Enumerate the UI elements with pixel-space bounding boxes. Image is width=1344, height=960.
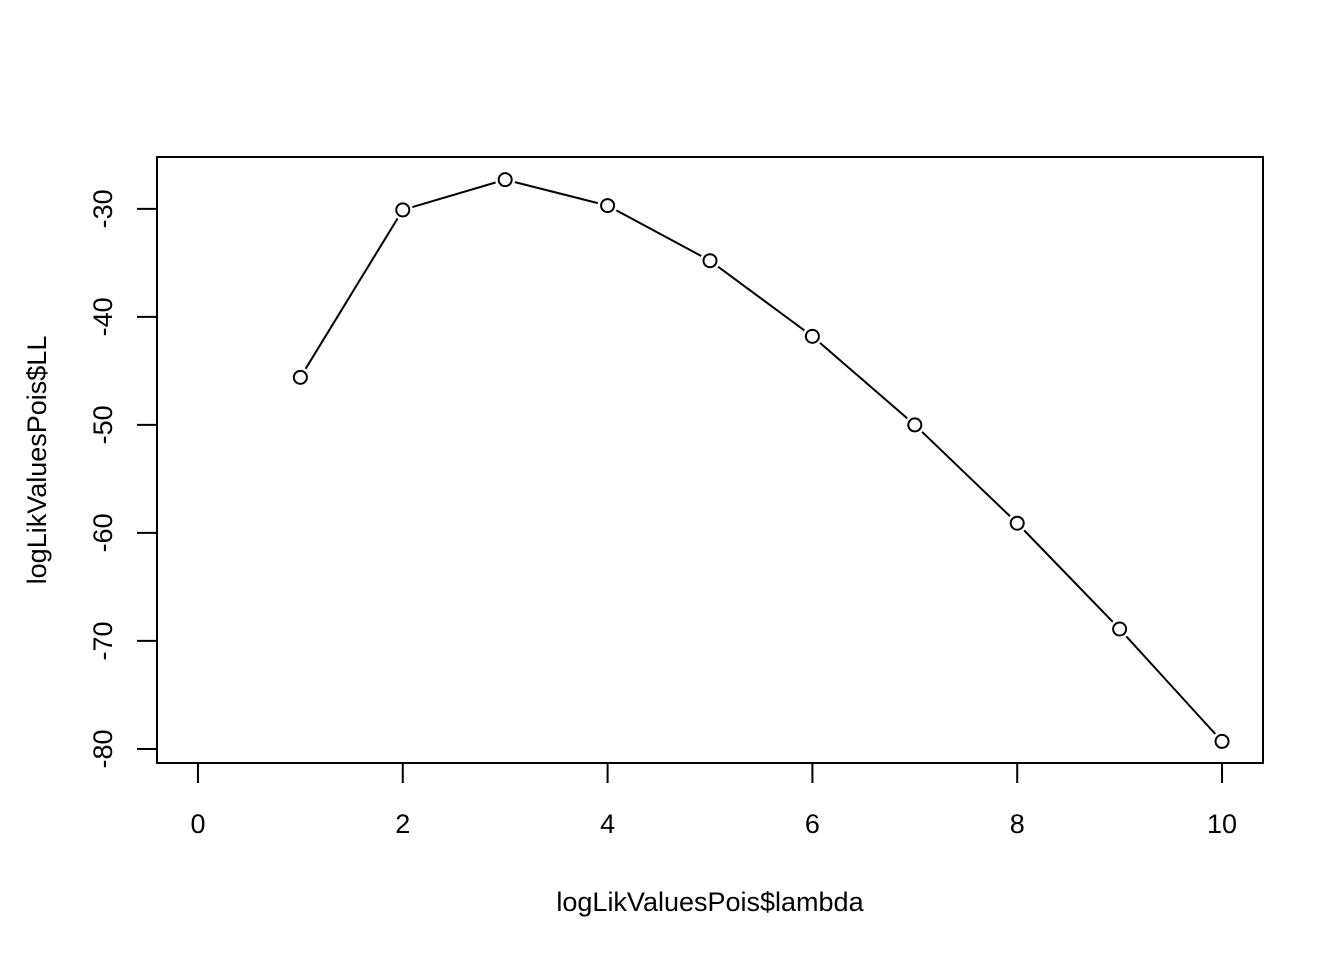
series-line-segment: [1023, 529, 1114, 623]
series-line-segment: [921, 431, 1011, 517]
y-tick-label: -40: [88, 297, 118, 336]
data-point: [292, 369, 308, 385]
series-layer: [292, 172, 1230, 749]
y-tick-label: -50: [88, 405, 118, 444]
series-line-segment: [514, 181, 599, 205]
x-tick-label: 4: [600, 809, 615, 839]
series-line-segment: [412, 181, 496, 209]
y-tick-label: -60: [88, 513, 118, 552]
x-axis: 0 2 4 6 8 10: [190, 762, 1237, 839]
x-axis-title: logLikValuesPois$lambda: [556, 887, 864, 917]
data-point: [907, 417, 923, 433]
data-point: [804, 328, 820, 344]
y-tick-label: -80: [88, 729, 118, 768]
series-line-segment: [819, 342, 908, 420]
plot-area-border: [156, 156, 1264, 764]
series-line-segment: [717, 265, 805, 332]
series-line-segment: [615, 209, 702, 257]
x-tick-label: 2: [395, 809, 410, 839]
x-tick-label: 6: [805, 809, 820, 839]
y-tick-label: -30: [88, 189, 118, 228]
data-point: [497, 172, 513, 188]
data-point: [1112, 621, 1128, 637]
data-point: [395, 202, 411, 218]
data-point: [1009, 515, 1025, 531]
y-axis-title: logLikValuesPois$LL: [22, 336, 52, 585]
data-point: [1214, 733, 1230, 749]
x-tick-label: 8: [1010, 809, 1025, 839]
series-line-segment: [1125, 635, 1217, 735]
data-point: [702, 253, 718, 269]
x-tick-label: 10: [1207, 809, 1237, 839]
x-tick-label: 0: [190, 809, 205, 839]
series-line-segment: [304, 217, 399, 370]
y-axis: -80 -70 -60 -50 -40 -30: [88, 189, 158, 768]
data-point: [600, 198, 616, 214]
y-tick-label: -70: [88, 621, 118, 660]
